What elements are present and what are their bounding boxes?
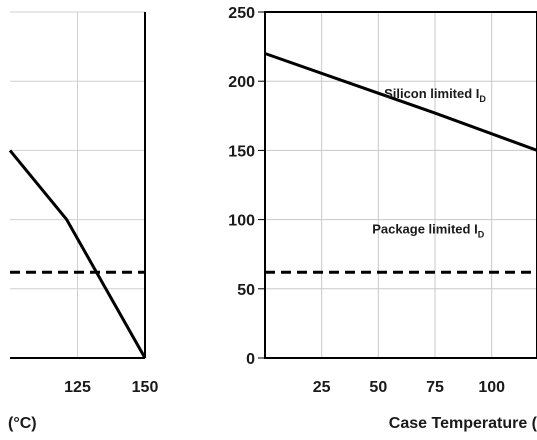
annotation-subscript: D — [479, 94, 486, 104]
fragment-x-tick-label: 150 — [132, 379, 159, 396]
y-tick-label: 50 — [237, 282, 255, 299]
series-silicon-limit-line — [264, 52, 537, 152]
annotation-label: Package limited ID — [372, 221, 485, 239]
fragment-x-tick-label: 125 — [64, 379, 91, 396]
y-tick-label: 0 — [246, 351, 255, 368]
y-tick-label: 200 — [228, 74, 255, 91]
plot-frame — [264, 11, 537, 359]
x-tick-label: 50 — [369, 379, 387, 396]
plot-area — [265, 12, 537, 358]
fragment-x-axis-title: (°C) — [8, 415, 37, 432]
y-tick-label: 250 — [228, 5, 255, 22]
x-tick-label: 75 — [426, 379, 444, 396]
annotation-subscript: D — [478, 229, 485, 239]
annotation-main: Silicon limited I — [384, 86, 479, 101]
x-tick-label: 100 — [478, 379, 505, 396]
x-tick-label: 25 — [313, 379, 331, 396]
y-tick-label: 150 — [228, 143, 255, 160]
annotation-main: Package limited I — [372, 221, 478, 236]
y-tick-label: 100 — [228, 213, 255, 230]
x-axis-title: Case Temperature ( — [389, 415, 537, 432]
fragment-series-silicon-limit-line — [8, 149, 147, 359]
annotation-label: Silicon limited ID — [384, 86, 486, 104]
